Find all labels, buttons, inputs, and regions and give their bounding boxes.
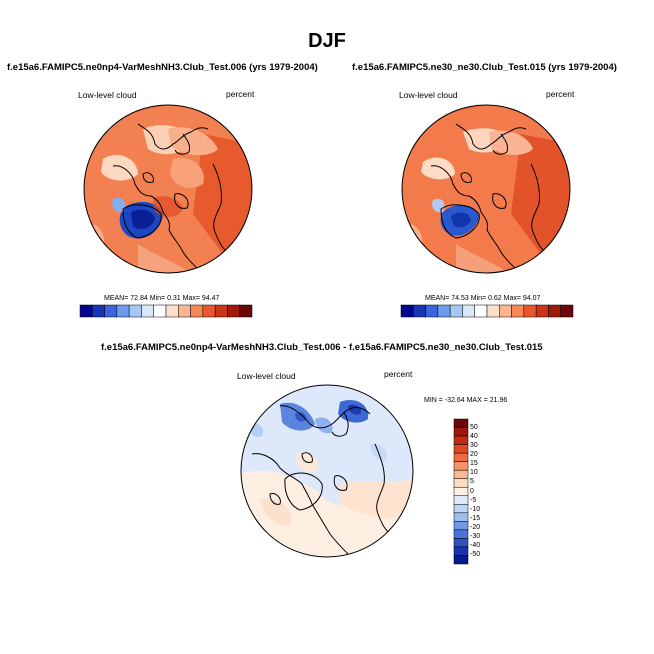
panel2-polar-map (401, 104, 571, 274)
colorbar-tick-label: 5 (470, 478, 474, 486)
colorbar-tick-label: -5 (470, 496, 477, 504)
panel1-polar-map (83, 104, 253, 274)
colorbar-swatch (141, 304, 154, 318)
colorbar-swatch (453, 435, 469, 445)
colorbar-tick-label: -50 (470, 550, 481, 558)
panel2-variable-label: Low-level cloud (399, 90, 458, 100)
colorbar-swatch (453, 478, 469, 488)
colorbar-swatch (116, 304, 130, 318)
colorbar-tick-label: -20 (470, 523, 481, 531)
mean-value: 72.84 (130, 295, 148, 302)
panel2-stats: MEAN= 74.53 Min= 0.62 Max= 94.07 (425, 295, 540, 302)
panel1-colorbar (79, 304, 253, 318)
colorbar-swatch (511, 304, 525, 318)
panel3-polar-map (240, 384, 414, 558)
colorbar-swatch (453, 418, 469, 428)
colorbar-swatch (453, 486, 469, 497)
colorbar-tick-label: -40 (470, 541, 481, 549)
colorbar-swatch (202, 304, 216, 318)
colorbar-tick-label: 40 (470, 433, 478, 441)
colorbar-swatch (453, 512, 469, 522)
colorbar-swatch (453, 444, 469, 454)
panel2-colorbar-labels (401, 319, 573, 329)
colorbar-swatch (79, 304, 93, 318)
colorbar-tick-label: 20 (470, 451, 478, 459)
panel1-stats: MEAN= 72.84 Min= 0.31 Max= 94.47 (104, 295, 219, 302)
colorbar-swatch (227, 304, 240, 318)
colorbar-tick-label: 10 (470, 469, 478, 477)
colorbar-swatch (214, 304, 228, 318)
colorbar-swatch (462, 304, 475, 318)
colorbar-swatch (453, 546, 469, 556)
min-value: 0.31 (167, 295, 181, 302)
colorbar-tick-label: -30 (470, 532, 481, 540)
max-label: Max= (503, 295, 521, 302)
colorbar-swatch (453, 504, 469, 514)
colorbar-swatch (400, 304, 414, 318)
max-label: Max= (182, 295, 200, 302)
panel2-title: f.e15a6.FAMIPC5.ne30_ne30.Club_Test.015 … (352, 62, 617, 73)
colorbar-swatch (92, 304, 105, 318)
colorbar-tick-label: -15 (470, 514, 481, 522)
min-label: Min= (149, 295, 166, 302)
max-value: 94.47 (201, 295, 220, 302)
colorbar-swatch (128, 304, 142, 318)
colorbar-swatch (453, 521, 469, 531)
colorbar-tick-label: 50 (470, 424, 478, 432)
colorbar-swatch (453, 461, 469, 471)
panel1-title: f.e15a6.FAMIPC5.ne0np4-VarMeshNH3.Club_T… (7, 62, 318, 73)
panel3-minmax: MIN = -32.64 MAX = 21.96 (424, 397, 508, 404)
colorbar-swatch (453, 495, 469, 505)
colorbar-swatch (153, 304, 167, 318)
colorbar-swatch (499, 304, 512, 318)
mean-label: MEAN= (425, 295, 450, 302)
panel3-colorbar (453, 418, 469, 565)
colorbar-swatch (453, 452, 469, 462)
colorbar-swatch (413, 304, 426, 318)
panel2-units-label: percent (546, 89, 575, 99)
colorbar-swatch (104, 304, 118, 318)
max-value: 94.07 (522, 295, 541, 302)
mean-value: 74.53 (451, 295, 469, 302)
panel1-colorbar-labels (80, 319, 252, 329)
colorbar-swatch (560, 304, 574, 318)
panel3-title: f.e15a6.FAMIPC5.ne0np4-VarMeshNH3.Club_T… (101, 342, 543, 353)
min-value: 0.62 (488, 295, 502, 302)
colorbar-tick-label: -10 (470, 505, 481, 513)
panel3-colorbar-labels: 50 40 30 20 15 10 5 0 -5 -10 -15 -20 -30 -40 -50 (470, 419, 492, 564)
colorbar-swatch (548, 304, 561, 318)
panel1-variable-label: Low-level cloud (78, 90, 137, 100)
colorbar-swatch (453, 538, 469, 548)
panel3-units-label: percent (384, 369, 413, 379)
mean-label: MEAN= (104, 295, 129, 302)
colorbar-swatch (474, 304, 488, 318)
colorbar-swatch (178, 304, 191, 318)
colorbar-swatch (453, 555, 469, 565)
figure-title: DJF (308, 30, 346, 52)
colorbar-swatch (453, 469, 469, 479)
colorbar-swatch (190, 304, 204, 318)
colorbar-swatch (449, 304, 463, 318)
panel3-variable-label: Low-level cloud (237, 371, 296, 381)
colorbar-swatch (486, 304, 500, 318)
colorbar-swatch (535, 304, 549, 318)
panel1-units-label: percent (226, 89, 255, 99)
min-label: Min= (470, 295, 487, 302)
colorbar-swatch (425, 304, 439, 318)
colorbar-swatch (453, 529, 469, 539)
colorbar-tick-label: 30 (470, 442, 478, 450)
colorbar-tick-label: 0 (470, 487, 474, 495)
colorbar-swatch (437, 304, 451, 318)
colorbar-swatch (165, 304, 179, 318)
colorbar-swatch (239, 304, 253, 318)
panel2-colorbar (400, 304, 574, 318)
colorbar-tick-label: 15 (470, 460, 478, 468)
colorbar-swatch (523, 304, 537, 318)
colorbar-swatch (453, 427, 469, 437)
